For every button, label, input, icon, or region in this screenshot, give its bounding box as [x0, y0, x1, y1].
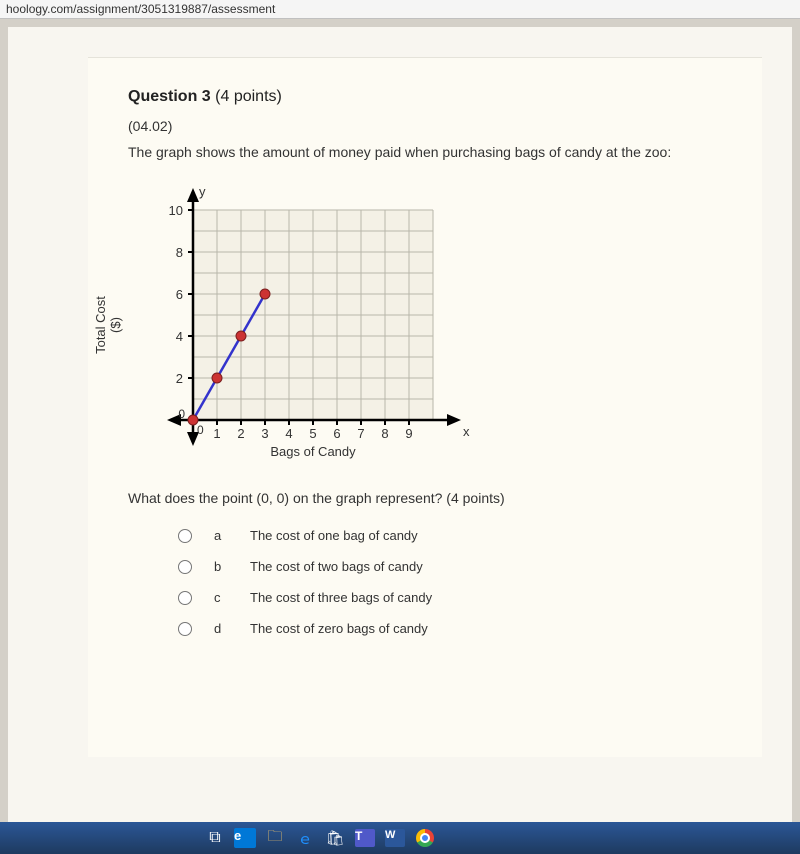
option-radio-b[interactable] [178, 560, 192, 574]
word-icon[interactable]: W [382, 826, 408, 850]
option-letter: c [214, 590, 228, 605]
section-code: (04.02) [128, 118, 732, 134]
question-prompt: The graph shows the amount of money paid… [128, 144, 732, 160]
svg-text:2: 2 [176, 371, 183, 386]
option-letter: a [214, 528, 228, 543]
svg-text:x: x [463, 424, 470, 439]
edge-icon[interactable]: e [232, 826, 258, 850]
svg-text:9: 9 [405, 426, 412, 441]
option-letter: b [214, 559, 228, 574]
svg-text:0: 0 [178, 407, 185, 421]
chrome-icon[interactable] [412, 826, 438, 850]
svg-text:3: 3 [261, 426, 268, 441]
svg-text:2: 2 [237, 426, 244, 441]
teams-icon[interactable]: T [352, 826, 378, 850]
option-text: The cost of two bags of candy [250, 559, 423, 574]
chart: Total Cost($) 24681000123456789xyBags of… [138, 180, 478, 470]
svg-text:1: 1 [213, 426, 220, 441]
svg-text:Bags of Candy: Bags of Candy [270, 444, 356, 459]
option-a[interactable]: a The cost of one bag of candy [178, 528, 732, 543]
option-d[interactable]: d The cost of zero bags of candy [178, 621, 732, 636]
option-text: The cost of zero bags of candy [250, 621, 428, 636]
question-points: (4 points) [215, 88, 282, 105]
chart-svg: 24681000123456789xyBags of Candy [138, 180, 478, 470]
svg-text:0: 0 [197, 423, 204, 437]
y-axis-label: Total Cost($) [93, 296, 123, 354]
svg-text:6: 6 [176, 287, 183, 302]
sub-question: What does the point (0, 0) on the graph … [128, 490, 732, 506]
question-number: Question 3 [128, 88, 211, 105]
option-c[interactable]: c The cost of three bags of candy [178, 590, 732, 605]
option-letter: d [214, 621, 228, 636]
svg-text:4: 4 [285, 426, 292, 441]
question-card: Question 3 (4 points) (04.02) The graph … [88, 57, 762, 757]
option-text: The cost of three bags of candy [250, 590, 432, 605]
file-explorer-icon[interactable]: 🗀 [262, 826, 288, 850]
svg-text:y: y [199, 184, 206, 199]
option-radio-a[interactable] [178, 529, 192, 543]
option-radio-d[interactable] [178, 622, 192, 636]
internet-explorer-icon[interactable]: ｅ [292, 826, 318, 850]
svg-text:8: 8 [176, 245, 183, 260]
option-text: The cost of one bag of candy [250, 528, 418, 543]
svg-text:7: 7 [357, 426, 364, 441]
page-content: Question 3 (4 points) (04.02) The graph … [8, 27, 792, 833]
store-icon[interactable]: 🛍 [322, 826, 348, 850]
svg-text:5: 5 [309, 426, 316, 441]
url-text: hoology.com/assignment/3051319887/assess… [6, 2, 275, 16]
option-b[interactable]: b The cost of two bags of candy [178, 559, 732, 574]
svg-text:8: 8 [381, 426, 388, 441]
url-bar[interactable]: hoology.com/assignment/3051319887/assess… [0, 0, 800, 19]
option-radio-c[interactable] [178, 591, 192, 605]
taskbar[interactable]: ⧉ e 🗀 ｅ 🛍 T W [0, 822, 800, 854]
svg-text:6: 6 [333, 426, 340, 441]
svg-text:4: 4 [176, 329, 183, 344]
answer-options: a The cost of one bag of candy b The cost o… [128, 528, 732, 636]
svg-text:10: 10 [169, 203, 183, 218]
task-view-icon[interactable]: ⧉ [202, 826, 228, 850]
question-title: Question 3 (4 points) [128, 88, 732, 106]
